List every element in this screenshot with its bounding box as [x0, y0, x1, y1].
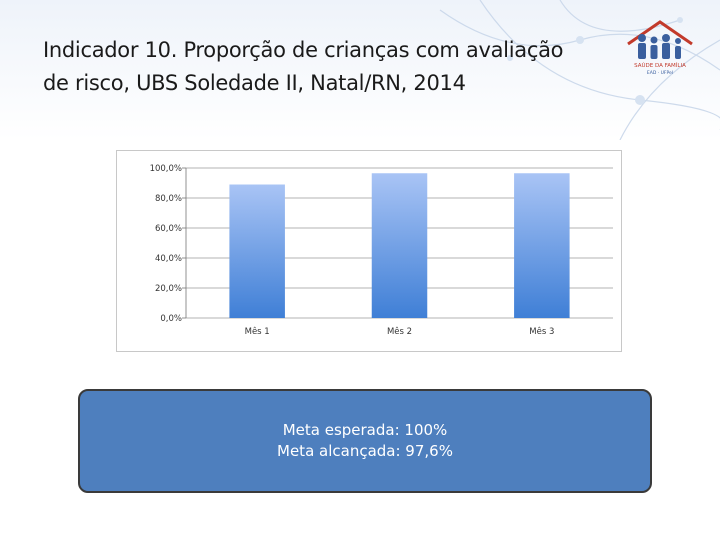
y-tick-label: 40,0%	[155, 254, 182, 264]
title-line-2: de risco, UBS Soledade II, Natal/RN, 201…	[43, 71, 466, 95]
y-tick-label: 60,0%	[155, 224, 182, 234]
y-tick-label: 80,0%	[155, 194, 182, 204]
y-tick-label: 20,0%	[155, 284, 182, 294]
meta-box: Meta esperada: 100% Meta alcançada: 97,6…	[78, 389, 652, 493]
bar	[229, 184, 285, 318]
bar	[514, 173, 570, 318]
logo-subtext: EAD · UFPel	[647, 70, 673, 76]
slide-title: Indicador 10. Proporção de crianças com …	[43, 34, 643, 100]
y-tick-label: 0,0%	[160, 314, 182, 324]
saude-familia-logo: SAÚDE DA FAMÍLIA EAD · UFPel	[627, 20, 693, 76]
network-decoration	[439, 0, 720, 140]
x-tick-label: Mês 1	[245, 326, 270, 337]
logo-text: SAÚDE DA FAMÍLIA	[634, 62, 686, 69]
bar-chart: 0,0% 20,0% 40,0% 60,0% 80,0% 100,0% Mês 1 Mês 2…	[116, 150, 622, 352]
y-tick-label: 100,0%	[150, 164, 182, 174]
bar	[371, 173, 428, 318]
meta-esperada: Meta esperada: 100%	[282, 421, 448, 439]
title-line-1: Indicador 10. Proporção de crianças com …	[43, 38, 564, 62]
slide-background	[0, 0, 720, 140]
chart-canvas: 0,0% 20,0% 40,0% 60,0% 80,0% 100,0% Mês 1 Mês 2…	[150, 164, 613, 337]
meta-alcancada: Meta alcançada: 97,6%	[277, 442, 453, 460]
x-tick-label: Mês 3	[529, 326, 554, 337]
x-tick-label: Mês 2	[387, 326, 412, 337]
